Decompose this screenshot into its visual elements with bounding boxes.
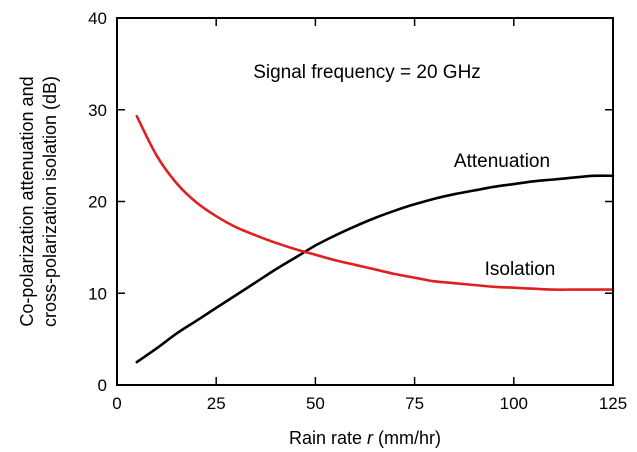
y-tick-label: 0 xyxy=(98,376,107,395)
x-tick-label: 50 xyxy=(306,394,325,413)
x-tick-label: 125 xyxy=(599,394,627,413)
x-tick-label: 75 xyxy=(405,394,424,413)
frequency-annotation: Signal frequency = 20 GHz xyxy=(253,62,481,83)
y-tick-label: 30 xyxy=(88,101,107,120)
x-tick-label: 0 xyxy=(112,394,121,413)
x-tick-label: 100 xyxy=(500,394,528,413)
isolation-series-label: Isolation xyxy=(485,259,556,280)
x-axis-title-text: Rain rate xyxy=(289,428,362,448)
y-tick-label: 20 xyxy=(88,193,107,212)
isolation-series-line xyxy=(135,114,615,291)
y-tick-label: 40 xyxy=(88,9,107,28)
y-axis-title-line2: cross-polarization isolation (dB) xyxy=(40,76,60,327)
x-axis-title-variable: r xyxy=(367,428,374,448)
curves-layer xyxy=(135,114,615,364)
y-tick-label: 10 xyxy=(88,284,107,303)
y-axis-title-line1: Co-polarization attenuation and xyxy=(17,76,37,326)
attenuation-series-label: Attenuation xyxy=(454,151,550,172)
ticks-layer: 0 25 50 75 100 125 0 10 20 30 40 xyxy=(88,9,627,413)
x-axis-title: Rain rate r (mm/hr) xyxy=(289,428,441,448)
x-axis-title-unit: (mm/hr) xyxy=(378,428,441,448)
x-tick-label: 25 xyxy=(207,394,226,413)
attenuation-series-line xyxy=(135,174,615,364)
